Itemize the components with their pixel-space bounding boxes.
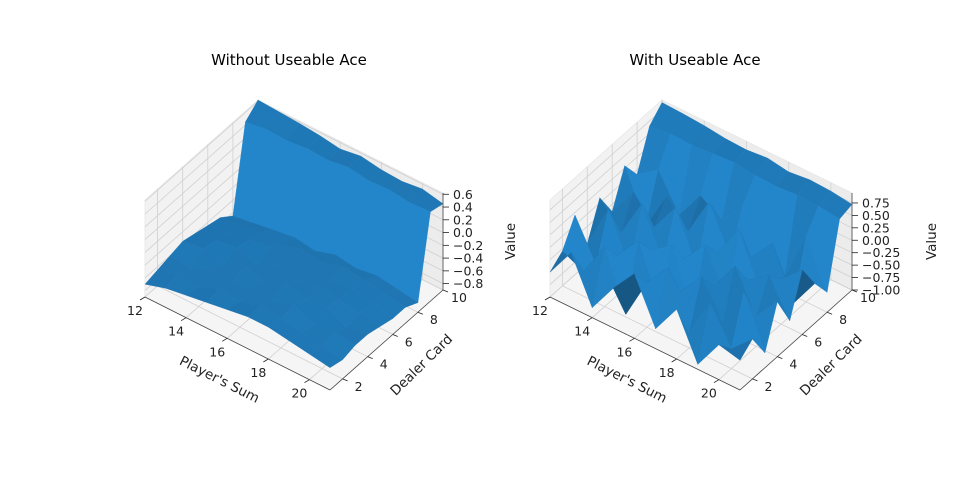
x-tick-label: 14 [168, 324, 184, 339]
z-axis-label: Value [503, 223, 519, 260]
x-tick-label: 18 [250, 365, 266, 380]
x-tick-label: 18 [659, 365, 675, 380]
z-tick-label: −1.00 [862, 283, 900, 298]
plot-with-useable-ace: With Useable Ace 12 14 16 18 20 2 4 6 8 10 0.750.50… [532, 51, 940, 407]
x-tick [180, 317, 187, 322]
chart-title: With Useable Ace [629, 51, 760, 69]
y-tick [417, 311, 424, 315]
y-tick-label: 10 [860, 290, 876, 305]
y-tick [826, 311, 833, 315]
z-axis-label: Value [924, 223, 940, 260]
x-tick [304, 379, 310, 384]
x-axis-line [144, 296, 331, 391]
x-tick [587, 317, 593, 322]
y-tick-label: 2 [355, 379, 363, 394]
z-tick-label: −0.2 [453, 238, 483, 253]
z-tick-label: −0.75 [862, 270, 900, 285]
surface-face [718, 338, 753, 361]
z-tick-label: 0.0 [453, 225, 473, 240]
y-tick-label: 8 [839, 312, 847, 327]
z-tick-label: −0.4 [453, 251, 483, 266]
y-tick [752, 378, 758, 382]
x-axis-line [549, 296, 741, 391]
x-tick [713, 379, 720, 384]
x-tick-label: 12 [127, 303, 143, 318]
chart-title: Without Useable Ace [211, 51, 367, 69]
z-tick-label: 0.4 [453, 200, 473, 215]
x-tick [629, 337, 635, 342]
x-tick [263, 358, 269, 363]
surface [144, 99, 444, 368]
x-tick-label: 14 [574, 324, 590, 339]
z-tick-label: 0.75 [862, 195, 890, 210]
y-tick-label: 4 [380, 357, 388, 372]
y-tick [342, 378, 348, 382]
z-tick-label: 0.6 [453, 187, 473, 202]
y-tick [392, 334, 398, 337]
x-tick-label: 20 [291, 386, 307, 401]
x-tick [671, 358, 677, 363]
y-tick [777, 356, 783, 360]
z-tick-label: 0.25 [862, 220, 890, 235]
surface-face [309, 346, 343, 368]
x-tick [544, 296, 551, 301]
y-tick-label: 8 [430, 312, 438, 327]
x-tick [222, 337, 228, 342]
y-tick-label: 6 [405, 334, 413, 349]
y-tick-label: 4 [789, 357, 797, 372]
z-tick-label: 0.2 [453, 212, 473, 227]
y-tick [802, 334, 808, 337]
z-tick-label: −0.25 [862, 245, 900, 260]
x-tick-label: 20 [701, 386, 717, 401]
surface [549, 102, 853, 365]
z-tick-label: 0.50 [862, 208, 890, 223]
z-tick-label: −0.6 [453, 263, 483, 278]
z-tick-label: 0.00 [862, 233, 890, 248]
y-tick-label: 6 [814, 334, 822, 349]
x-tick-label: 16 [616, 344, 632, 359]
y-tick [442, 289, 449, 293]
x-tick-label: 12 [532, 303, 548, 318]
x-tick-label: 16 [209, 344, 225, 359]
y-tick-label: 2 [764, 379, 772, 394]
z-tick-label: −0.50 [862, 258, 900, 273]
y-tick [367, 356, 373, 360]
y-axis-line [329, 289, 444, 391]
y-axis-line [739, 289, 853, 391]
x-tick [139, 296, 146, 301]
y-tick-label: 10 [451, 290, 467, 305]
z-tick-label: −0.8 [453, 276, 483, 291]
